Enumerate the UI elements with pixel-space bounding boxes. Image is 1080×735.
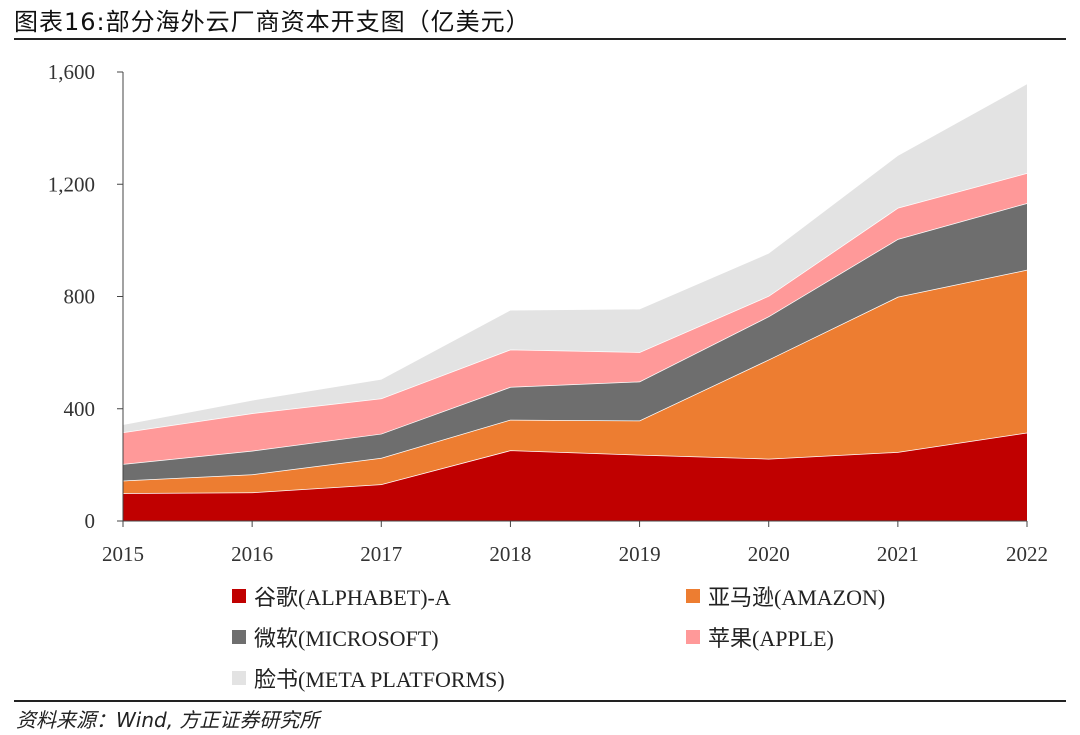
legend-item-alphabet: 谷歌(ALPHABET)-A — [232, 580, 451, 612]
legend-item-apple: 苹果(APPLE) — [686, 621, 834, 653]
x-tick-label: 2018 — [489, 542, 531, 566]
y-tick-label: 400 — [64, 397, 96, 421]
x-tick-label: 2021 — [877, 542, 919, 566]
area-series-microsoft — [123, 203, 1027, 481]
legend-swatch — [686, 589, 700, 603]
legend-item-amazon: 亚马逊(AMAZON) — [686, 580, 885, 612]
legend-label: 谷歌(ALPHABET)-A — [254, 585, 451, 610]
legend-label: 亚马逊(AMAZON) — [708, 585, 886, 610]
legend-item-microsoft: 微软(MICROSOFT) — [232, 621, 439, 653]
y-tick-label: 1,600 — [48, 60, 95, 84]
x-tick-label: 2020 — [748, 542, 790, 566]
legend-swatch — [232, 671, 246, 685]
chart-title: 图表16:部分海外云厂商资本开支图（亿美元） — [14, 8, 531, 36]
y-tick-label: 1,200 — [48, 172, 95, 196]
legend-label: 苹果(APPLE) — [708, 626, 834, 651]
x-tick-label: 2019 — [619, 542, 661, 566]
top-rule — [14, 38, 1066, 40]
area-series-apple — [123, 173, 1027, 464]
legend-label: 微软(MICROSOFT) — [254, 626, 439, 651]
legend-label: 脸书(META PLATFORMS) — [254, 667, 505, 692]
y-tick-label: 0 — [85, 509, 96, 533]
legend-swatch — [232, 589, 246, 603]
x-tick-label: 2015 — [102, 542, 144, 566]
x-tick-label: 2017 — [360, 542, 402, 566]
bottom-rule — [14, 700, 1066, 702]
area-series-amazon — [123, 269, 1027, 494]
legend-swatch — [686, 630, 700, 644]
x-tick-label: 2022 — [1006, 542, 1048, 566]
legend-swatch — [232, 630, 246, 644]
area-series-alphabet-a — [123, 432, 1027, 521]
y-tick-label: 800 — [64, 285, 96, 309]
legend-item-meta: 脸书(META PLATFORMS) — [232, 662, 505, 694]
x-tick-label: 2016 — [231, 542, 273, 566]
source-note: 资料来源：Wind, 方正证券研究所 — [16, 708, 320, 732]
